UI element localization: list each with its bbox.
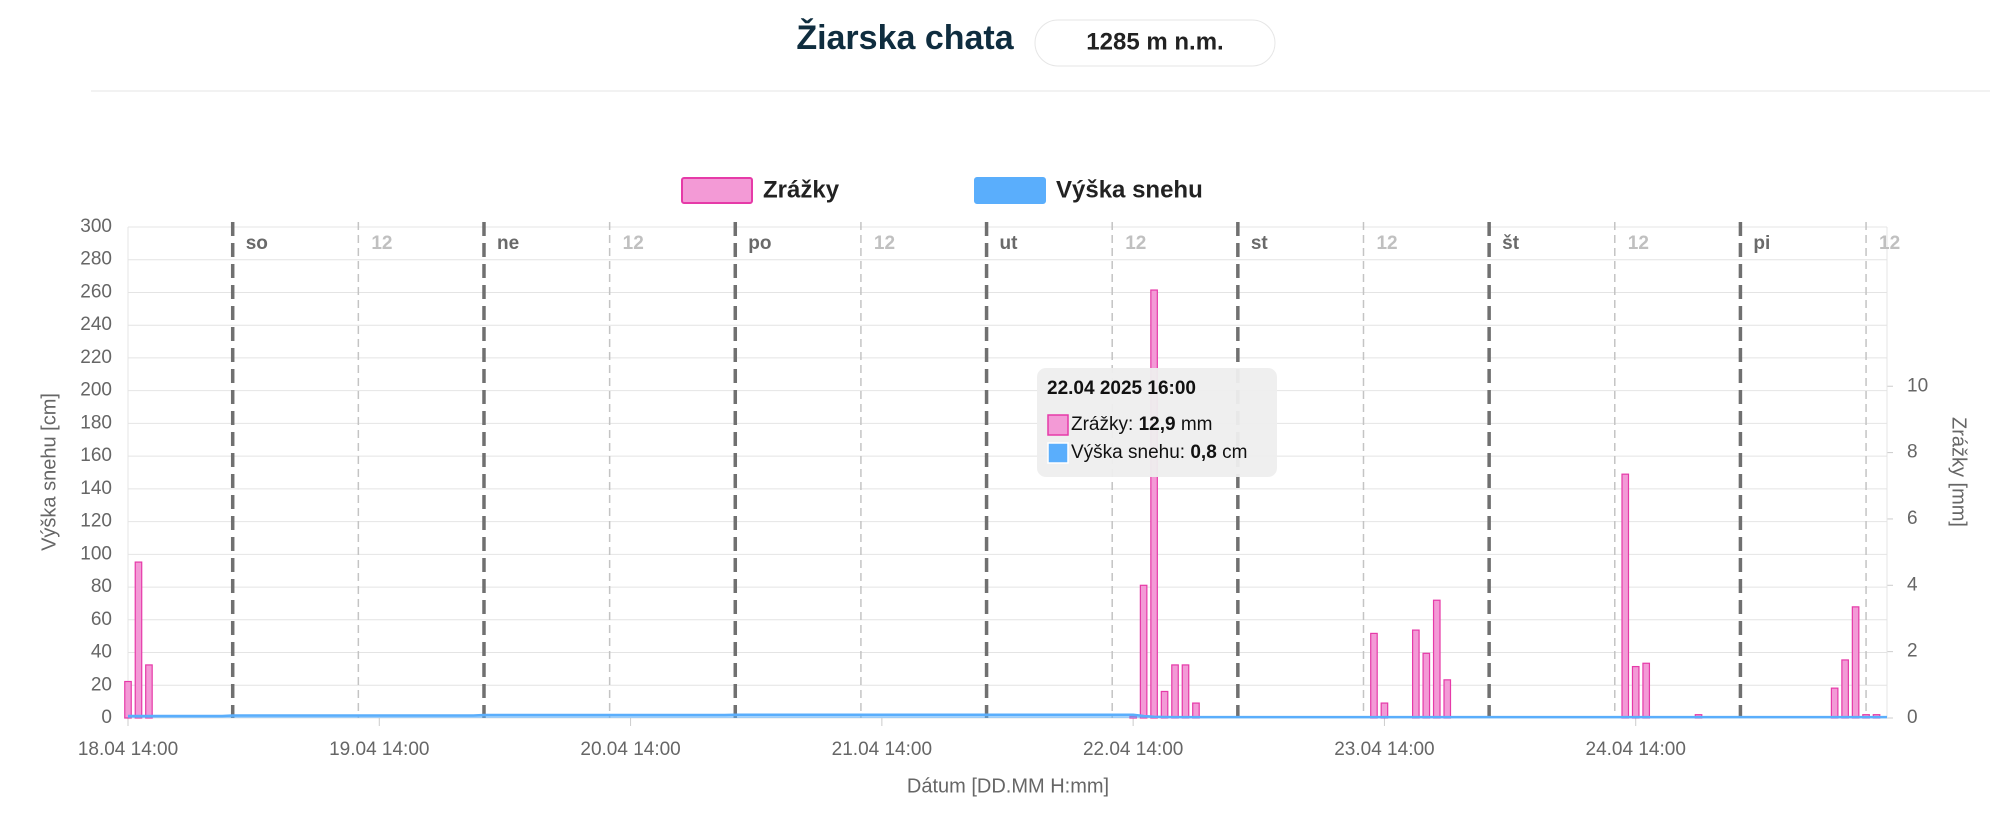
x-tick-label: 22.04 14:00 — [1083, 739, 1183, 760]
tooltip-part: cm — [1222, 442, 1247, 463]
precip-bar — [145, 664, 153, 719]
precip-bar — [1171, 664, 1179, 719]
tooltip-line: Výška snehu: 0,8 cm — [1071, 442, 1247, 463]
y2-tick-label: 6 — [1907, 508, 1918, 529]
x-tick-label: 20.04 14:00 — [580, 739, 680, 760]
y2-tick-label: 0 — [1907, 707, 1918, 728]
precip-bar — [1830, 687, 1839, 719]
day-label: ut — [1000, 233, 1019, 254]
tooltip-title: 22.04 2025 16:00 — [1047, 378, 1196, 399]
legend-swatch — [974, 177, 1046, 204]
y-axis-title: Výška snehu [cm] — [38, 393, 60, 551]
precip-bar — [1411, 629, 1420, 719]
x-tick-label: 19.04 14:00 — [329, 739, 429, 760]
y-tick-label: 80 — [91, 576, 112, 597]
precip-bar — [1841, 659, 1849, 719]
y-tick-label: 180 — [80, 412, 112, 433]
y-tick-label: 280 — [80, 249, 112, 270]
tooltip-swatch — [1047, 414, 1069, 436]
precip-bar — [124, 680, 132, 719]
tooltip-part: mm — [1181, 414, 1213, 435]
precip-bar — [1621, 473, 1630, 719]
precip-bar — [1631, 665, 1640, 719]
legend-label: Zrážky — [763, 176, 840, 203]
altitude: 1285 m n.m. — [1086, 28, 1223, 55]
y-tick-label: 220 — [80, 347, 112, 368]
noon-label: 12 — [1879, 233, 1900, 254]
x-tick-label: 23.04 14:00 — [1334, 739, 1434, 760]
noon-label: 12 — [1628, 233, 1649, 254]
day-label: ne — [497, 233, 519, 254]
y-tick-label: 160 — [80, 445, 112, 466]
day-label: so — [246, 233, 268, 254]
tooltip-part: Zrážky: — [1071, 414, 1133, 435]
precip-bar — [1851, 606, 1860, 719]
tooltip-line: Zrážky: 12,9 mm — [1071, 414, 1212, 435]
noon-label: 12 — [623, 233, 644, 254]
precip-bar — [1443, 679, 1452, 719]
tooltip-swatch — [1047, 442, 1069, 464]
snow-line — [128, 713, 1887, 719]
station-title: Žiarska chata — [796, 19, 1014, 57]
noon-label: 12 — [1125, 233, 1146, 254]
precip-bar — [1380, 702, 1389, 719]
noon-label: 12 — [874, 233, 895, 254]
precip-bar — [1150, 289, 1158, 719]
altitude-pill — [1034, 19, 1276, 67]
y-tick-label: 60 — [91, 609, 112, 630]
precip-bar — [1422, 652, 1431, 719]
y-tick-label: 100 — [80, 543, 112, 564]
precip-bar — [1432, 599, 1441, 719]
day-label: pi — [1753, 233, 1770, 254]
y-tick-label: 140 — [80, 478, 112, 499]
x-tick-label: 21.04 14:00 — [832, 739, 932, 760]
y-tick-label: 0 — [101, 707, 112, 728]
tooltip-part: 0,8 — [1190, 442, 1216, 463]
noon-label: 12 — [1376, 233, 1397, 254]
precip-bar — [1192, 702, 1200, 719]
precip-bar — [1370, 632, 1378, 719]
tooltip-box — [1037, 368, 1277, 477]
y2-tick-label: 4 — [1907, 574, 1918, 595]
legend-swatch — [681, 177, 753, 204]
y-tick-label: 40 — [91, 642, 112, 663]
y-tick-label: 240 — [80, 314, 112, 335]
precip-bar — [134, 561, 143, 719]
y2-tick-label: 2 — [1907, 641, 1918, 662]
precip-bar — [1139, 584, 1148, 719]
day-label: po — [748, 233, 771, 254]
noon-label: 12 — [371, 233, 392, 254]
day-label: st — [1251, 233, 1269, 254]
tooltip-part: Výška snehu: — [1071, 442, 1185, 463]
y2-tick-label: 10 — [1907, 375, 1928, 396]
y-tick-label: 200 — [80, 380, 112, 401]
y-tick-label: 260 — [80, 281, 112, 302]
x-tick-label: 24.04 14:00 — [1586, 739, 1686, 760]
tooltip: 22.04 2025 16:00 Zrážky: 12,9 mm Výška sne… — [1037, 368, 1277, 477]
x-tick-label: 18.04 14:00 — [78, 739, 178, 760]
y-tick-label: 20 — [91, 674, 112, 695]
precip-bar — [1181, 664, 1190, 719]
y2-axis-title: Zrážky [mm] — [1948, 417, 1970, 527]
precip-bar — [1160, 690, 1169, 719]
tooltip-part: 12,9 — [1139, 414, 1176, 435]
y-tick-label: 300 — [80, 216, 112, 237]
x-axis-title: Dátum [DD.MM H:mm] — [907, 775, 1109, 797]
y2-tick-label: 8 — [1907, 442, 1918, 463]
precip-bar — [1642, 662, 1651, 719]
y-tick-label: 120 — [80, 511, 112, 532]
legend-label: Výška snehu — [1056, 176, 1203, 203]
day-label: št — [1502, 233, 1520, 254]
